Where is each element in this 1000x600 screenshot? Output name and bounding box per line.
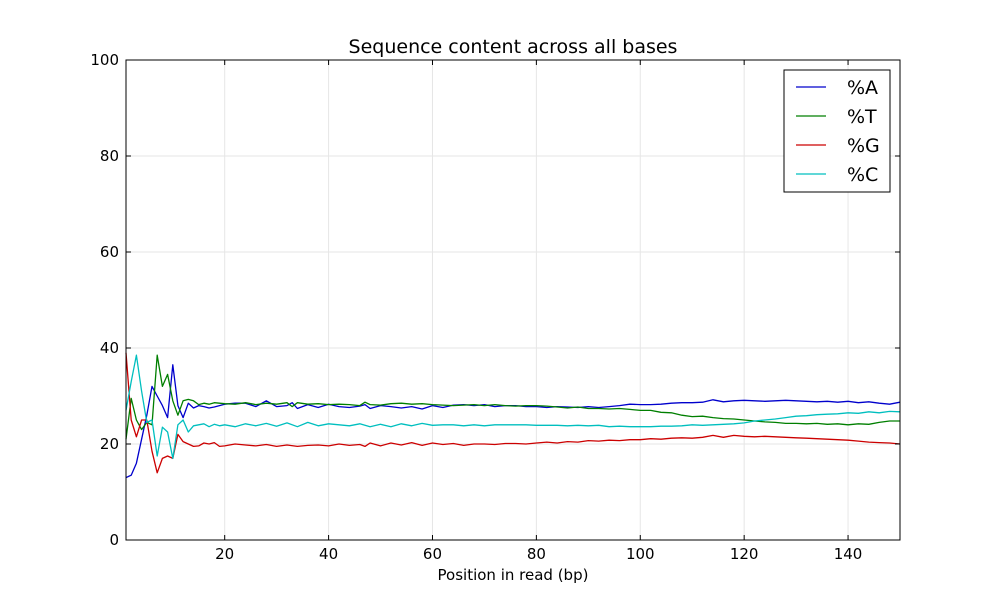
x-tick-label: 120 [730, 545, 759, 563]
y-tick-label: 0 [109, 531, 119, 549]
legend-label-t: %T [847, 106, 877, 128]
y-tick-label: 60 [100, 243, 119, 261]
legend-label-c: %C [847, 164, 878, 186]
legend-label-g: %G [847, 135, 880, 157]
x-axis-label: Position in read (bp) [438, 566, 589, 584]
series-line-t [125, 354, 900, 440]
y-tick-label: 80 [100, 147, 119, 165]
x-tick-label: 140 [834, 545, 863, 563]
y-tick-label: 40 [100, 339, 119, 357]
axis-ticks: 20 40 60 80 100 120 140 0 20 40 60 80 100 [90, 51, 900, 563]
legend: %A %T %G %C [783, 69, 891, 193]
legend-label-a: %A [847, 77, 878, 99]
y-tick-label: 100 [90, 51, 119, 69]
legend-box [783, 69, 891, 193]
x-tick-label: 100 [626, 545, 655, 563]
series-line-g [125, 352, 901, 474]
x-tick-label: 20 [215, 545, 234, 563]
chart-title: Sequence content across all bases [349, 36, 678, 58]
grid [126, 60, 900, 540]
series-line-c [125, 354, 901, 460]
x-tick-label: 60 [423, 545, 442, 563]
series-line-a [125, 364, 901, 479]
x-tick-label: 80 [527, 545, 546, 563]
y-tick-label: 20 [100, 435, 119, 453]
x-tick-label: 40 [319, 545, 338, 563]
series-layer [125, 352, 901, 479]
plot-area [125, 59, 901, 541]
